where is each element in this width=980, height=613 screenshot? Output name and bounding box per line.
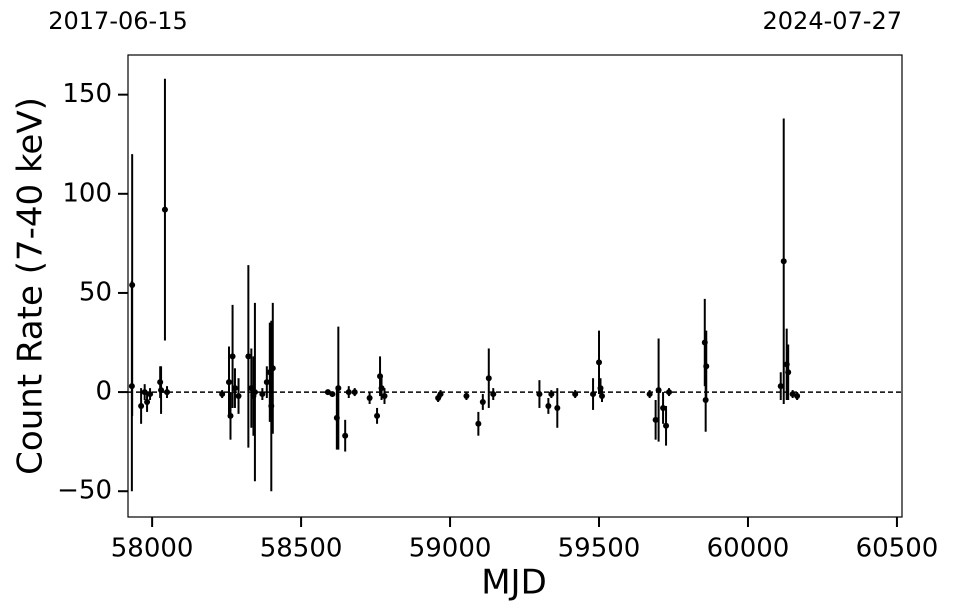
data-point — [374, 412, 381, 419]
data-point — [590, 391, 597, 398]
data-point — [780, 258, 787, 265]
data-point — [329, 391, 336, 398]
data-point — [597, 385, 604, 392]
data-point — [646, 391, 653, 398]
data-point — [485, 375, 492, 382]
data-point — [463, 393, 470, 400]
data-point — [545, 402, 552, 409]
data-point — [596, 359, 603, 366]
data-point — [219, 391, 226, 398]
data-point — [490, 391, 497, 398]
data-point — [351, 389, 358, 396]
data-point — [227, 412, 234, 419]
data-point — [572, 391, 579, 398]
x-tick-label: 58500 — [260, 534, 343, 564]
data-point — [598, 393, 605, 400]
data-point — [128, 383, 135, 390]
data-point — [536, 391, 543, 398]
data-point — [229, 353, 236, 360]
x-tick-label: 59000 — [409, 534, 492, 564]
data-point — [381, 393, 388, 400]
data-point — [231, 385, 238, 392]
data-point — [144, 398, 151, 405]
data-point — [475, 420, 482, 427]
y-tick-label: 100 — [62, 178, 112, 208]
data-point — [794, 393, 801, 400]
y-tick-label: 50 — [79, 277, 112, 307]
data-point — [785, 369, 792, 376]
plot-frame — [127, 54, 903, 518]
data-point — [703, 363, 710, 370]
data-point — [702, 397, 709, 404]
data-point — [548, 391, 555, 398]
data-point — [655, 387, 662, 394]
x-axis-label: MJD — [481, 563, 547, 603]
data-point — [251, 389, 258, 396]
data-point — [235, 393, 242, 400]
data-point — [225, 379, 232, 386]
data-point — [777, 383, 784, 390]
data-point — [164, 389, 171, 396]
data-point — [324, 389, 331, 396]
y-tick-label: 150 — [62, 79, 112, 109]
data-point — [479, 398, 486, 405]
data-point — [345, 389, 352, 396]
data-point — [245, 353, 252, 360]
top-date-label: 2024-07-27 — [763, 7, 902, 35]
data-point — [342, 432, 349, 439]
data-point — [335, 385, 342, 392]
data-point — [652, 416, 659, 423]
data-point — [666, 389, 673, 396]
data-point — [158, 387, 165, 394]
data-point — [269, 365, 276, 372]
data-point — [378, 385, 385, 392]
x-tick-label: 60000 — [707, 534, 790, 564]
x-tick-label: 60500 — [856, 534, 939, 564]
x-tick-label: 59500 — [558, 534, 641, 564]
data-point — [437, 391, 444, 398]
data-point — [263, 379, 270, 386]
y-tick-label: 0 — [95, 377, 112, 407]
data-point — [259, 391, 266, 398]
data-point — [663, 422, 670, 429]
data-point — [161, 206, 168, 213]
x-tick-label: 58000 — [111, 534, 194, 564]
y-axis-label: Count Rate (7-40 keV) — [11, 97, 51, 475]
data-point — [366, 395, 373, 402]
data-point — [147, 391, 154, 398]
data-point — [660, 404, 667, 411]
y-tick-label: −50 — [57, 476, 112, 506]
data-point — [138, 402, 145, 409]
data-point — [554, 404, 561, 411]
data-point — [789, 391, 796, 398]
top-date-label: 2017-06-15 — [48, 7, 187, 35]
